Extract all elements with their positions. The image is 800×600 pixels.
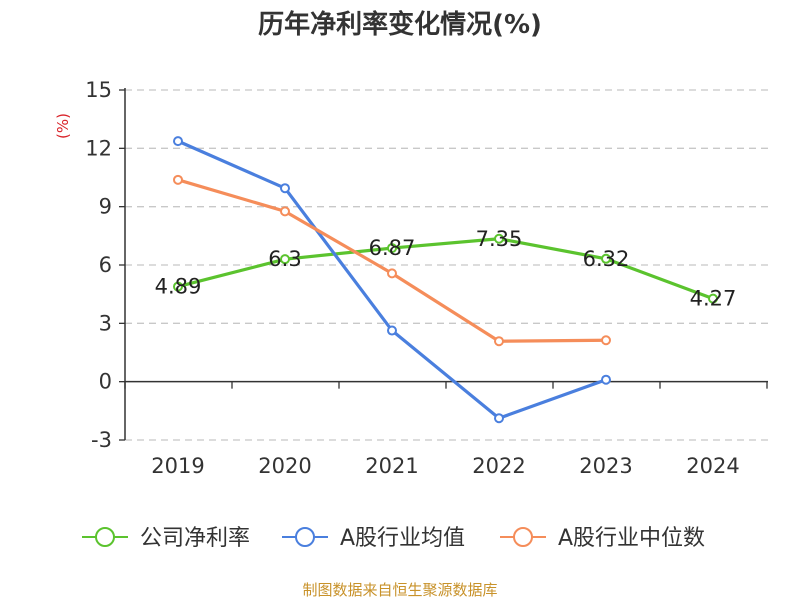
data-point <box>494 336 504 347</box>
chart-title: 历年净利率变化情况(%) <box>258 9 542 40</box>
data-point <box>280 183 290 194</box>
data-point <box>708 293 718 304</box>
legend-marker <box>95 527 115 547</box>
y-tick-label: 3 <box>99 311 112 335</box>
y-tick-label: 0 <box>99 370 112 394</box>
y-tick-label: 9 <box>99 195 112 219</box>
series-line <box>177 237 714 301</box>
series-points <box>173 136 718 424</box>
legend-marker <box>513 527 533 547</box>
data-point <box>173 174 183 185</box>
legend-marker <box>295 527 315 547</box>
legend-label: 公司净利率 <box>140 526 250 551</box>
x-tick-labels: 2019 2020 2021 2022 2023 2024 <box>151 454 739 478</box>
data-point <box>601 374 611 385</box>
x-tick-label: 2020 <box>258 454 311 478</box>
source-note: 制图数据来自恒生聚源数据库 <box>302 581 497 599</box>
series-line <box>177 178 607 343</box>
data-point <box>280 206 290 217</box>
legend-item[interactable]: 公司净利率 <box>82 526 250 551</box>
legend-item[interactable]: A股行业均值 <box>282 526 465 551</box>
data-point <box>173 136 183 147</box>
data-point <box>601 335 611 346</box>
data-label: 4.89 <box>155 275 202 299</box>
x-tick-label: 2021 <box>365 454 418 478</box>
data-labels: 4.89 6.3 6.87 7.35 6.32 4.27 <box>155 227 737 311</box>
data-point <box>173 281 183 292</box>
legend-item[interactable]: A股行业中位数 <box>500 526 705 551</box>
data-point <box>494 233 504 244</box>
series-line <box>177 139 607 420</box>
legend-label: A股行业中位数 <box>558 526 705 551</box>
data-point <box>387 325 397 336</box>
y-tick-label: 6 <box>99 253 112 277</box>
data-label: 6.3 <box>268 247 301 271</box>
y-tick-label: -3 <box>91 428 112 452</box>
data-label: 6.87 <box>369 236 416 260</box>
legend[interactable]: 公司净利率 A股行业均值 A股行业中位数 <box>82 526 705 551</box>
x-tick-label: 2022 <box>472 454 525 478</box>
data-point <box>387 243 397 254</box>
y-axis-label: (%) <box>54 113 72 139</box>
y-tick-label: 12 <box>85 136 112 160</box>
x-tick-label: 2024 <box>686 454 739 478</box>
axes <box>119 88 768 441</box>
data-point <box>494 413 504 424</box>
x-tick-label: 2023 <box>579 454 632 478</box>
data-label: 7.35 <box>476 227 523 251</box>
data-label: 4.27 <box>690 287 737 311</box>
y-tick-labels: -3 0 3 6 9 12 15 <box>85 78 112 452</box>
data-label: 6.32 <box>583 247 630 271</box>
y-tick-label: 15 <box>85 78 112 102</box>
legend-label: A股行业均值 <box>340 526 465 551</box>
series-lines <box>177 139 714 420</box>
data-point <box>601 253 611 264</box>
x-tick-label: 2019 <box>151 454 204 478</box>
data-point <box>387 268 397 279</box>
data-point <box>280 254 290 265</box>
